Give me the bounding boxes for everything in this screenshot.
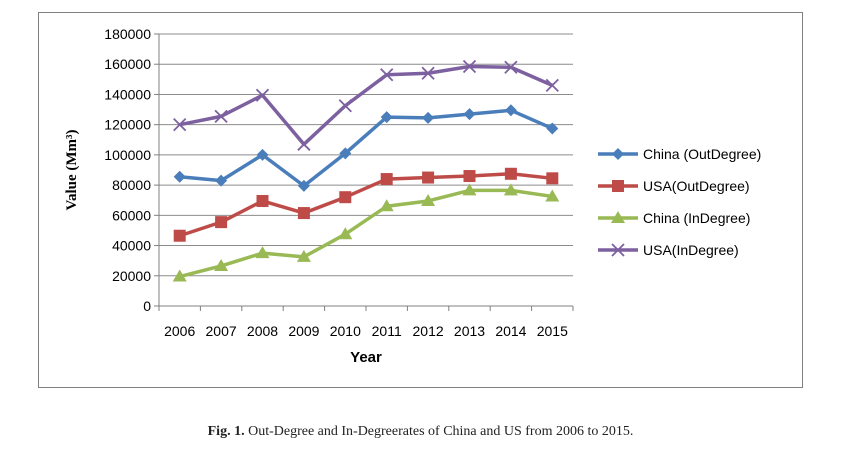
y-tick-label: 60000	[112, 207, 151, 223]
data-point	[338, 99, 352, 113]
data-point	[256, 148, 269, 161]
series-line	[179, 64, 554, 147]
data-point	[504, 167, 517, 180]
y-tick-label: 80000	[112, 177, 151, 193]
axes: 0 20000 40000 60000 80000 100000 120000 140000 1…	[104, 26, 574, 339]
data-point	[504, 60, 518, 74]
y-tick-label: 120000	[104, 117, 151, 133]
data-point	[215, 216, 228, 229]
series-1	[173, 167, 559, 242]
data-point	[297, 137, 311, 151]
data-point	[545, 189, 560, 202]
y-tick-label: 140000	[104, 86, 151, 102]
data-point	[173, 170, 186, 183]
data-point	[504, 104, 517, 117]
x-tick-label: 2014	[495, 323, 526, 339]
series-line	[179, 188, 553, 279]
data-point	[173, 118, 187, 132]
line-chart: 0 20000 40000 60000 80000 100000 120000 140000 1…	[64, 26, 761, 366]
legend-marker	[612, 180, 624, 192]
x-tick-label: 2015	[537, 323, 568, 339]
series-0	[173, 104, 559, 192]
x-tick-label: 2012	[413, 323, 444, 339]
legend-marker	[611, 211, 625, 223]
series-lines	[172, 59, 560, 282]
grid-lines	[159, 33, 573, 277]
y-axis-title: Value (Mm³)	[64, 129, 80, 210]
x-tick-label: 2011	[372, 323, 402, 339]
legend-marker	[612, 148, 624, 160]
x-tick-label: 2008	[247, 323, 278, 339]
series-line	[179, 172, 553, 238]
series-2	[172, 183, 560, 282]
data-point	[380, 111, 393, 124]
series-line	[179, 108, 554, 188]
y-tick-label: 0	[143, 298, 151, 314]
data-point	[339, 191, 352, 204]
y-tick-label: 100000	[104, 147, 151, 163]
data-point	[214, 109, 228, 123]
data-point	[546, 172, 559, 185]
legend-marker	[611, 243, 625, 257]
figure-caption: Fig. 1. Out-Degree and In-Degreerates of…	[0, 424, 841, 440]
data-point	[421, 66, 435, 80]
data-point	[339, 147, 352, 160]
y-tick-label: 40000	[112, 238, 151, 254]
y-tick-label: 160000	[104, 56, 151, 72]
data-point	[463, 108, 476, 121]
data-point	[422, 171, 435, 184]
data-point	[297, 207, 310, 220]
legend-label: USA(OutDegree)	[643, 178, 750, 194]
legend-label: China (OutDegree)	[643, 146, 761, 162]
x-axis-title: Year	[350, 349, 382, 366]
data-point	[503, 183, 518, 196]
series-3	[173, 59, 559, 151]
data-point	[422, 111, 435, 124]
x-tick-label: 2010	[330, 323, 361, 339]
x-tick-label: 2013	[454, 323, 485, 339]
y-tick-label: 20000	[112, 268, 151, 284]
data-point	[545, 78, 559, 93]
data-point	[546, 122, 559, 135]
y-tick-label: 180000	[104, 26, 151, 42]
data-point	[462, 59, 477, 74]
data-point	[296, 249, 311, 262]
data-point	[338, 227, 353, 240]
data-point	[255, 246, 270, 259]
data-point	[172, 269, 187, 282]
x-tick-label: 2007	[206, 323, 237, 339]
data-point	[255, 88, 270, 102]
legend: China (OutDegree) USA(OutDegree) China (In…	[598, 146, 761, 258]
data-point	[380, 68, 394, 82]
data-point	[173, 229, 186, 242]
legend-label: China (InDegree)	[643, 210, 750, 226]
data-point	[256, 194, 269, 207]
data-point	[215, 174, 228, 187]
legend-label: USA(InDegree)	[643, 242, 739, 258]
figure-label: Fig. 1.	[207, 424, 245, 439]
data-point	[462, 183, 477, 196]
data-point	[380, 173, 393, 186]
x-tick-label: 2006	[164, 323, 195, 339]
figure-caption-text: Out-Degree and In-Degreerates of China a…	[248, 424, 634, 439]
x-tick-label: 2009	[288, 323, 319, 339]
data-point	[214, 258, 229, 271]
data-point	[297, 179, 310, 192]
data-point	[463, 170, 476, 183]
data-point	[379, 199, 394, 212]
data-point	[421, 193, 436, 206]
